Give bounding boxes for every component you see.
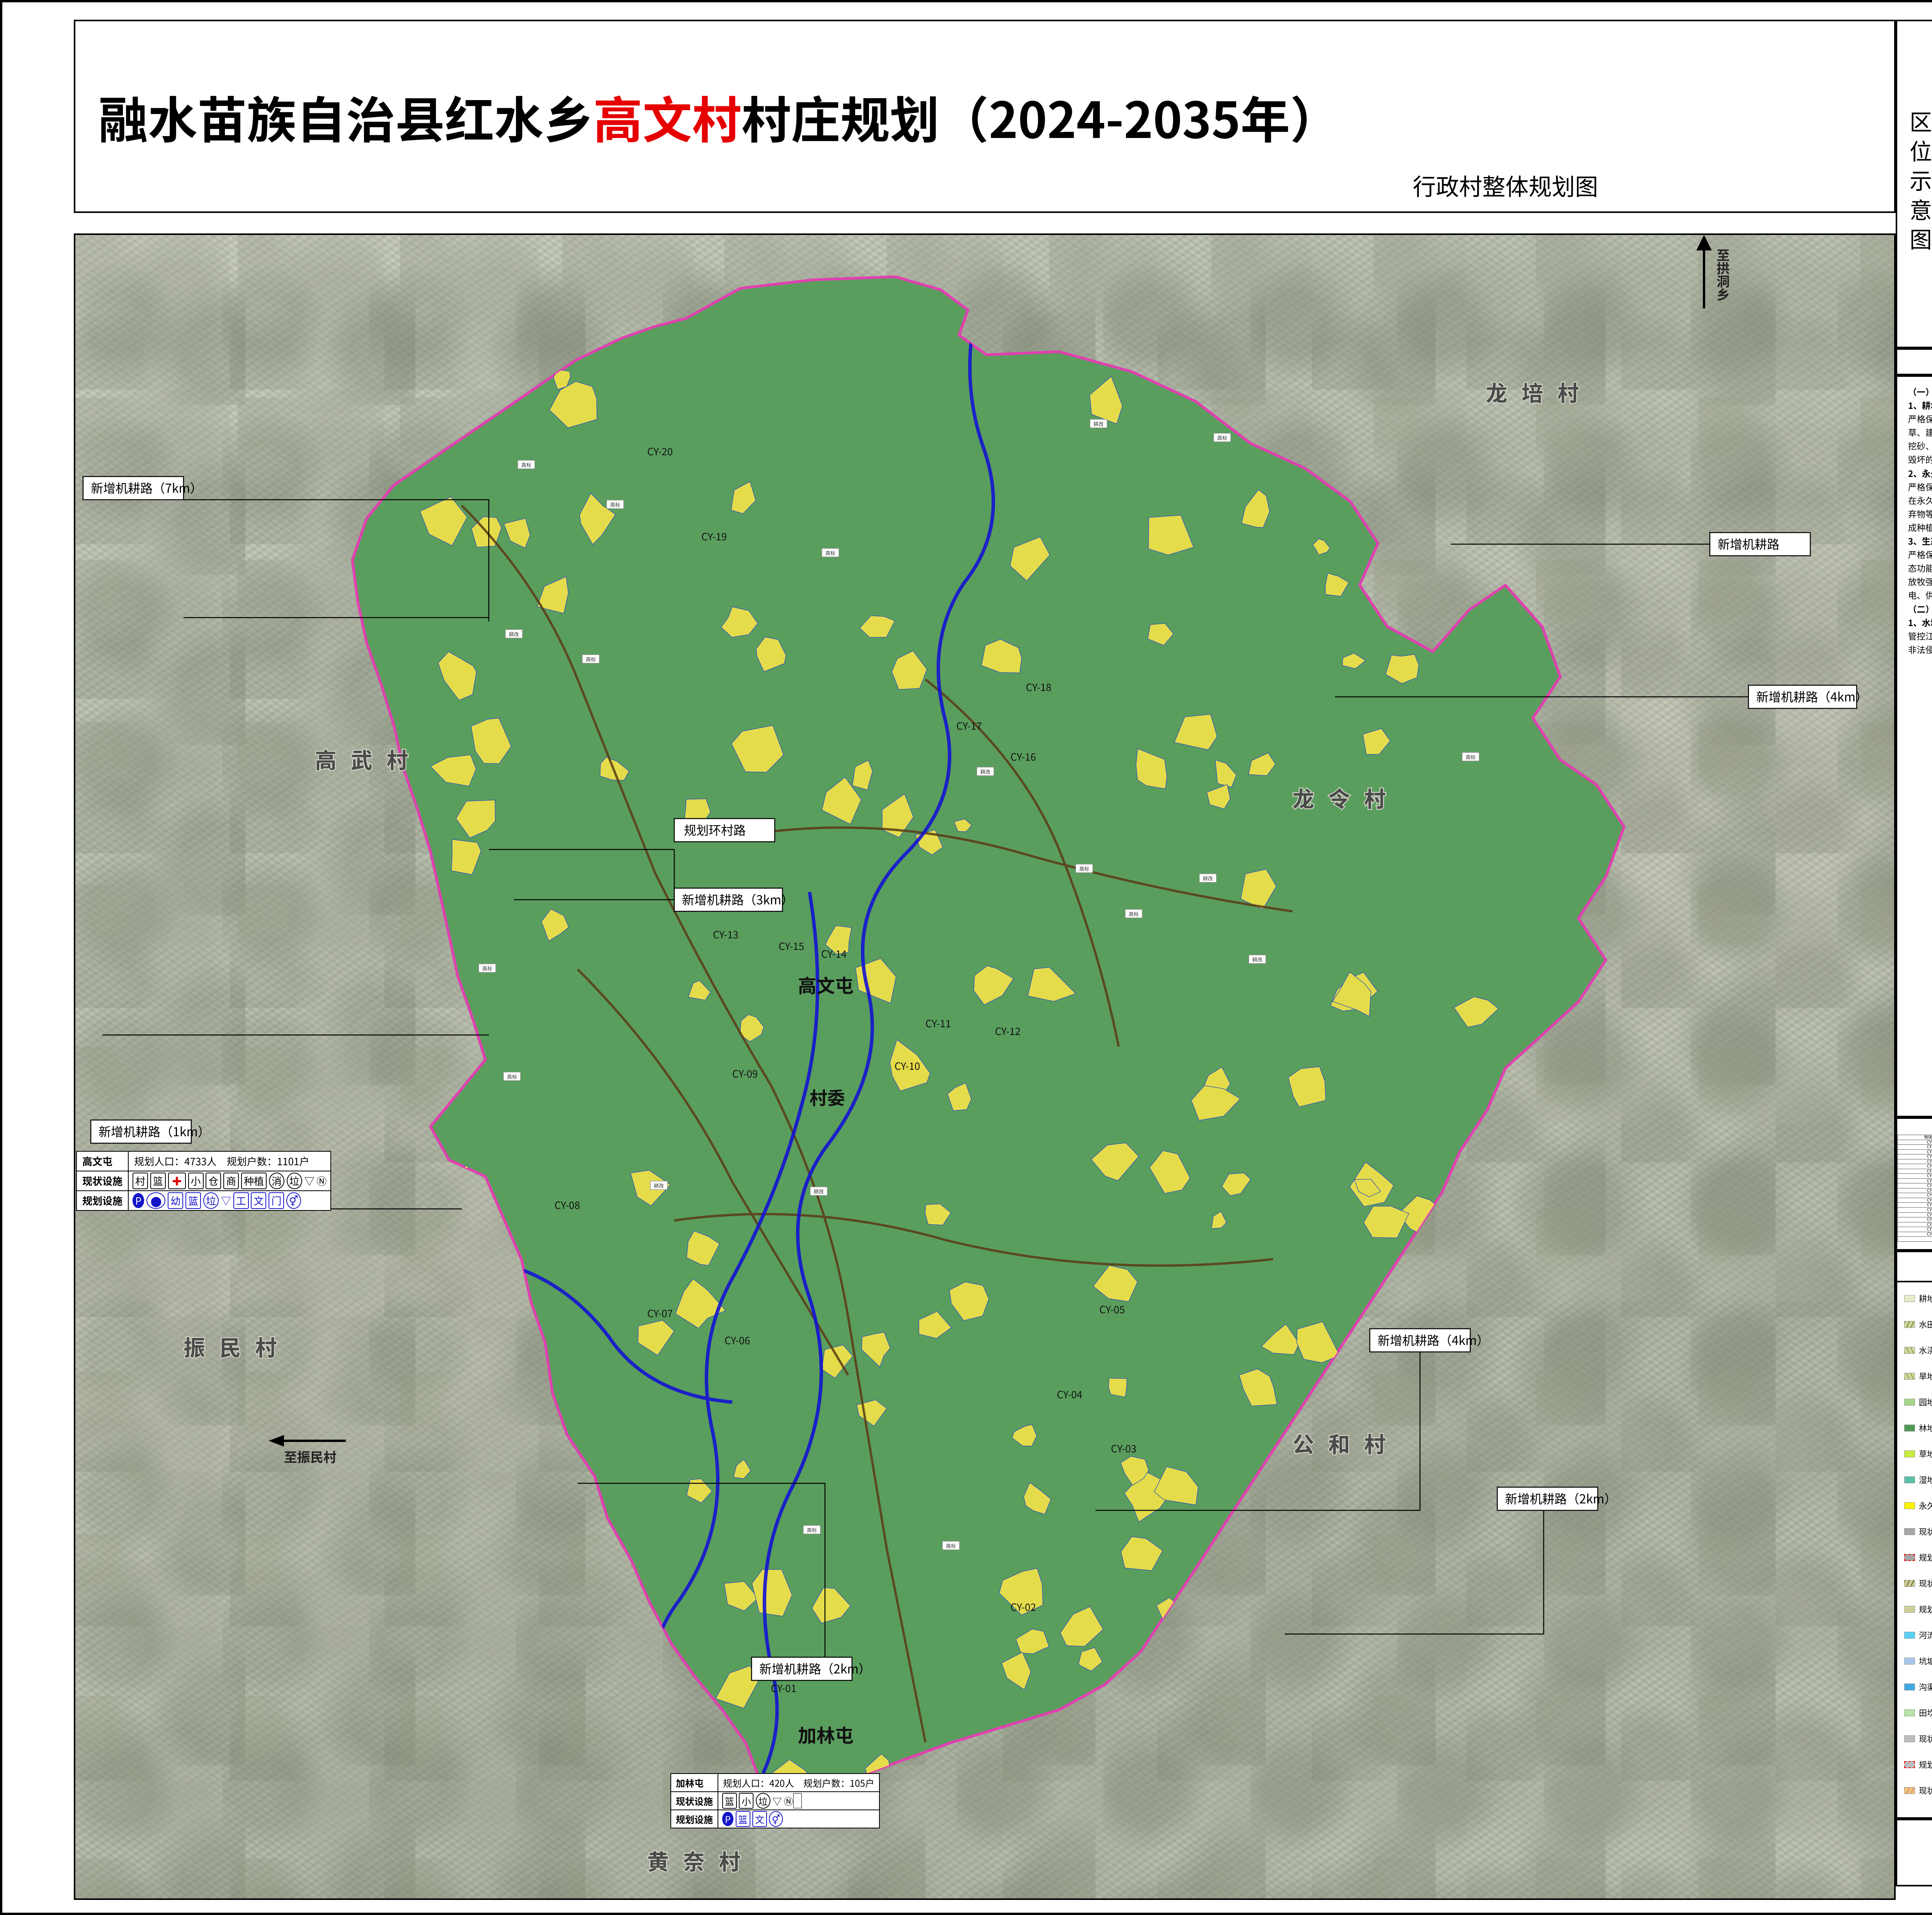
- svg-text:至振民村: 至振民村: [284, 1447, 337, 1466]
